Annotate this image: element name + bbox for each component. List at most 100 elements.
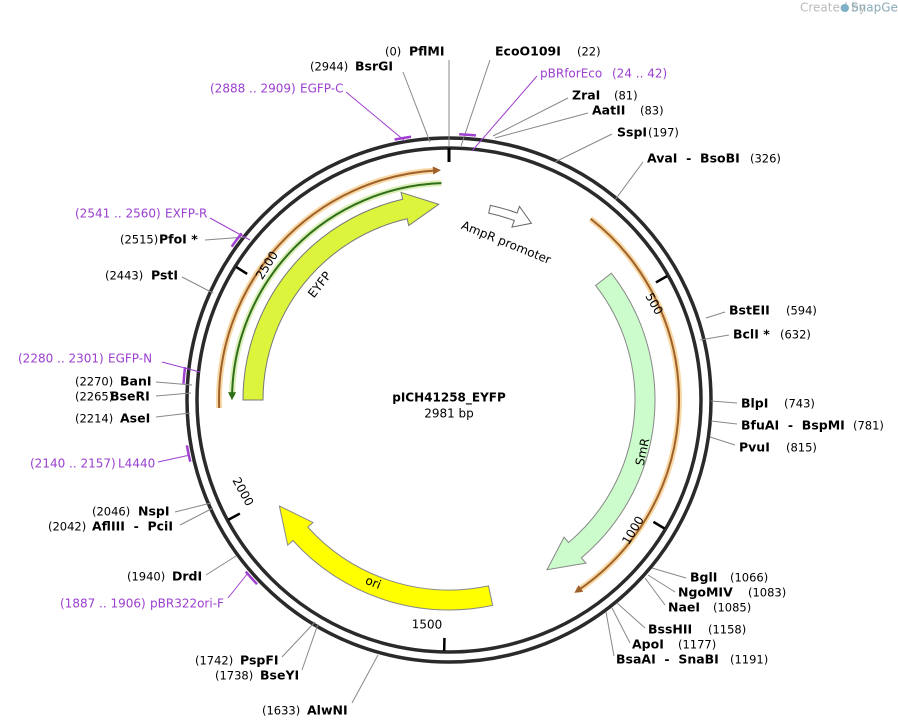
arrow-head	[228, 392, 237, 401]
site-position: (1940)	[127, 570, 165, 584]
primer-site	[394, 135, 412, 141]
primer-site	[244, 570, 258, 585]
primer-leader	[471, 75, 538, 152]
site-position: (815)	[786, 441, 817, 455]
site-position: (2270)	[75, 375, 113, 389]
site-name: BseRI	[110, 389, 150, 404]
site-position: (1083)	[748, 586, 786, 600]
feature-label: AmpR promoter	[459, 218, 553, 267]
site-leader	[554, 133, 613, 163]
site-name: ZraI	[572, 88, 600, 103]
site-name: PfoI *	[159, 232, 198, 247]
feature-label: SmR	[633, 437, 652, 467]
primer-site	[182, 366, 187, 384]
site-name: AvaI - BsoBI	[647, 151, 740, 166]
primer-site	[230, 232, 243, 248]
green-feature	[231, 182, 442, 397]
feature-smr	[546, 272, 656, 571]
scale-tick-label: 1000	[619, 514, 647, 547]
site-name: DrdI	[172, 569, 202, 584]
primer-name: L4440	[118, 457, 155, 471]
primer-range: (2140 .. 2157)	[30, 457, 116, 471]
site-name: BlpI	[741, 396, 768, 411]
primer-range: (24 .. 42)	[612, 67, 667, 81]
site-position: (1633)	[262, 704, 300, 718]
primer-range: (2280 .. 2301)	[18, 352, 104, 366]
site-position: (743)	[784, 397, 815, 411]
site-name: NaeI	[668, 600, 700, 615]
site-leader	[181, 276, 214, 294]
site-leader	[705, 311, 726, 319]
site-name: SspI	[617, 125, 647, 140]
site-position: (83)	[640, 104, 664, 118]
site-name: BanI	[120, 374, 152, 389]
site-leader	[616, 602, 646, 629]
site-name: PflMI	[409, 44, 445, 59]
credit-logo	[841, 4, 849, 12]
site-position: (594)	[786, 304, 817, 318]
site-position: (1177)	[678, 638, 716, 652]
scale-tick	[235, 265, 248, 275]
site-leader	[155, 381, 193, 386]
site-position: (1191)	[730, 653, 768, 667]
primer-range: (2888 .. 2909)	[210, 82, 296, 96]
orange-feature	[218, 169, 438, 409]
primer-name: EGFP-C	[300, 82, 343, 96]
site-name: NspI	[138, 504, 170, 519]
scale-tick	[655, 274, 668, 284]
site-name: BglI	[690, 570, 717, 585]
primer-leader	[209, 217, 251, 241]
primer-range: (2541 .. 2560)	[75, 207, 161, 221]
site-position: (1738)	[215, 669, 253, 683]
site-position: (2443)	[105, 269, 143, 283]
scale-tick-label: 1500	[412, 617, 443, 632]
site-name: AatII	[592, 103, 625, 118]
site-leader	[492, 97, 569, 137]
site-leader	[644, 577, 666, 606]
primer-leader	[345, 91, 406, 142]
credit-prefix: Created by	[800, 1, 866, 15]
site-leader	[402, 71, 431, 143]
primer-name: EXFP-R	[165, 207, 207, 221]
site-leader	[611, 607, 631, 644]
primer-name: EGFP-N	[108, 352, 152, 366]
site-leader	[179, 507, 214, 526]
site-name: PstI	[151, 268, 178, 283]
site-leader	[301, 623, 319, 671]
feature-ori	[278, 505, 494, 611]
site-position: (1066)	[730, 571, 768, 585]
primer-leader	[227, 572, 249, 599]
site-position: (2046)	[92, 505, 130, 519]
site-leader	[174, 502, 212, 513]
site-name: BstEII	[729, 303, 770, 318]
site-name: AlwNI	[307, 703, 348, 718]
site-position: (326)	[750, 152, 781, 166]
arrow-head	[432, 166, 441, 175]
site-leader	[699, 334, 730, 341]
plasmid-size: 2981 bp	[424, 407, 474, 421]
site-position: (2265)	[75, 390, 113, 404]
orange-feature	[577, 217, 680, 592]
primer-leader	[161, 361, 201, 373]
site-name: BclI *	[733, 327, 770, 342]
site-leader	[155, 392, 192, 397]
site-name: BsrGI	[355, 59, 393, 74]
site-position: (2515)	[120, 233, 158, 247]
primer-name: pBR322ori-F	[150, 597, 224, 611]
site-leader	[155, 412, 191, 418]
scale-tick	[227, 512, 241, 521]
primer-range: (1887 .. 1906)	[60, 597, 146, 611]
site-name: BseYI	[260, 668, 299, 683]
site-name: BfuAI - BspMI	[741, 418, 845, 433]
site-leader	[351, 654, 379, 704]
site-leader	[647, 574, 676, 593]
feature-ampr-promoter	[488, 204, 533, 228]
plasmid-name: pICH41258_EYFP	[392, 391, 506, 406]
site-name: PspFI	[240, 653, 279, 668]
arrow-head	[574, 585, 584, 593]
site-position: (632)	[780, 328, 811, 342]
site-leader	[605, 611, 615, 657]
primer-site	[185, 445, 192, 462]
site-name: NgoMIV	[678, 585, 733, 600]
